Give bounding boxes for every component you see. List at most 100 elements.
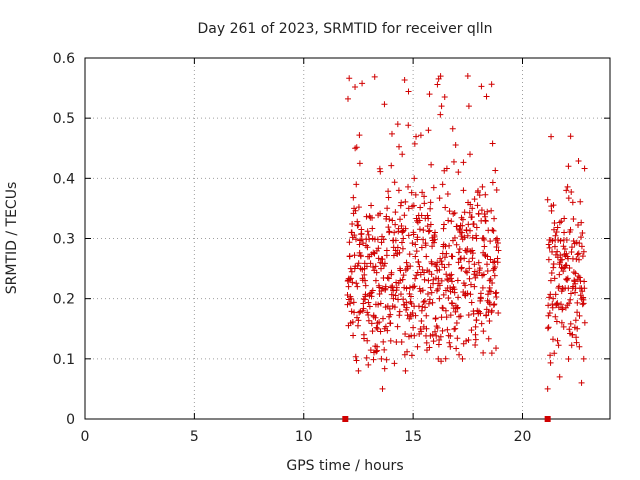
data-point xyxy=(486,284,493,291)
data-point xyxy=(551,350,558,357)
data-point xyxy=(369,214,376,221)
data-point xyxy=(493,243,500,250)
data-point xyxy=(376,284,383,291)
data-point xyxy=(475,187,482,194)
data-point xyxy=(580,248,587,255)
data-point xyxy=(562,304,569,311)
data-point xyxy=(576,240,583,247)
data-point xyxy=(568,244,575,251)
data-point xyxy=(421,276,428,283)
data-point xyxy=(436,337,443,344)
data-point xyxy=(484,291,491,298)
data-point xyxy=(464,232,471,239)
data-point xyxy=(444,190,451,197)
data-point xyxy=(547,291,554,298)
data-point xyxy=(545,241,552,248)
data-point xyxy=(454,335,461,342)
data-point xyxy=(460,187,467,194)
data-point xyxy=(460,159,467,166)
data-point xyxy=(414,217,421,224)
data-point xyxy=(479,183,486,190)
data-point xyxy=(371,73,378,80)
data-point xyxy=(404,348,411,355)
data-point xyxy=(465,311,472,318)
y-axis-label: SRMTID / TECUs xyxy=(4,182,20,295)
data-point xyxy=(574,309,581,316)
data-point xyxy=(368,320,375,327)
data-point xyxy=(394,323,401,330)
data-point xyxy=(344,95,351,102)
data-point xyxy=(493,345,500,352)
data-point xyxy=(420,227,427,234)
data-point xyxy=(410,202,417,209)
data-point xyxy=(558,264,565,271)
data-point xyxy=(573,334,580,341)
data-point xyxy=(573,256,580,263)
data-point xyxy=(388,291,395,298)
data-point xyxy=(380,263,387,270)
data-point xyxy=(472,342,479,349)
data-point xyxy=(480,328,487,335)
data-point xyxy=(418,318,425,325)
data-point xyxy=(419,303,426,310)
data-point xyxy=(427,199,434,206)
data-point xyxy=(398,338,405,345)
data-point xyxy=(548,207,555,214)
data-point xyxy=(569,331,576,338)
data-point xyxy=(386,228,393,235)
data-point xyxy=(434,286,441,293)
data-point xyxy=(445,217,452,224)
data-point xyxy=(468,214,475,221)
data-point xyxy=(384,327,391,334)
data-point xyxy=(424,290,431,297)
data-point xyxy=(458,264,465,271)
data-point xyxy=(434,324,441,331)
data-point xyxy=(402,367,409,374)
data-point xyxy=(378,288,385,295)
data-point xyxy=(483,93,490,100)
x-tick-label: 5 xyxy=(190,429,199,445)
data-point xyxy=(491,301,498,308)
data-point xyxy=(356,160,363,167)
data-point xyxy=(417,132,424,139)
data-point xyxy=(392,237,399,244)
data-point xyxy=(580,300,587,307)
data-point xyxy=(395,225,402,232)
data-point xyxy=(557,237,564,244)
data-point xyxy=(375,245,382,252)
y-tick-label: 0.6 xyxy=(53,51,75,67)
data-point xyxy=(553,318,560,325)
data-point xyxy=(576,274,583,281)
data-point xyxy=(377,210,384,217)
data-point xyxy=(566,300,573,307)
data-point xyxy=(424,212,431,219)
data-point xyxy=(450,158,457,165)
data-point xyxy=(394,244,401,251)
data-point xyxy=(416,285,423,292)
data-point xyxy=(466,275,473,282)
data-point xyxy=(554,224,561,231)
data-point xyxy=(487,238,494,245)
data-point xyxy=(379,385,386,392)
data-point xyxy=(388,269,395,276)
data-point xyxy=(492,290,499,297)
data-point xyxy=(482,191,489,198)
data-point xyxy=(447,332,454,339)
data-point xyxy=(394,121,401,128)
data-point xyxy=(478,207,485,214)
data-point xyxy=(390,252,397,259)
data-point xyxy=(568,188,575,195)
data-point xyxy=(409,309,416,316)
data-point xyxy=(372,301,379,308)
data-point xyxy=(487,276,494,283)
data-point xyxy=(392,209,399,216)
data-point xyxy=(400,272,407,279)
data-point xyxy=(425,228,432,235)
data-point xyxy=(447,343,454,350)
data-point xyxy=(355,260,362,267)
data-point xyxy=(493,293,500,300)
data-point xyxy=(425,300,432,307)
data-point xyxy=(402,198,409,205)
data-point xyxy=(346,253,353,260)
data-point xyxy=(389,217,396,224)
